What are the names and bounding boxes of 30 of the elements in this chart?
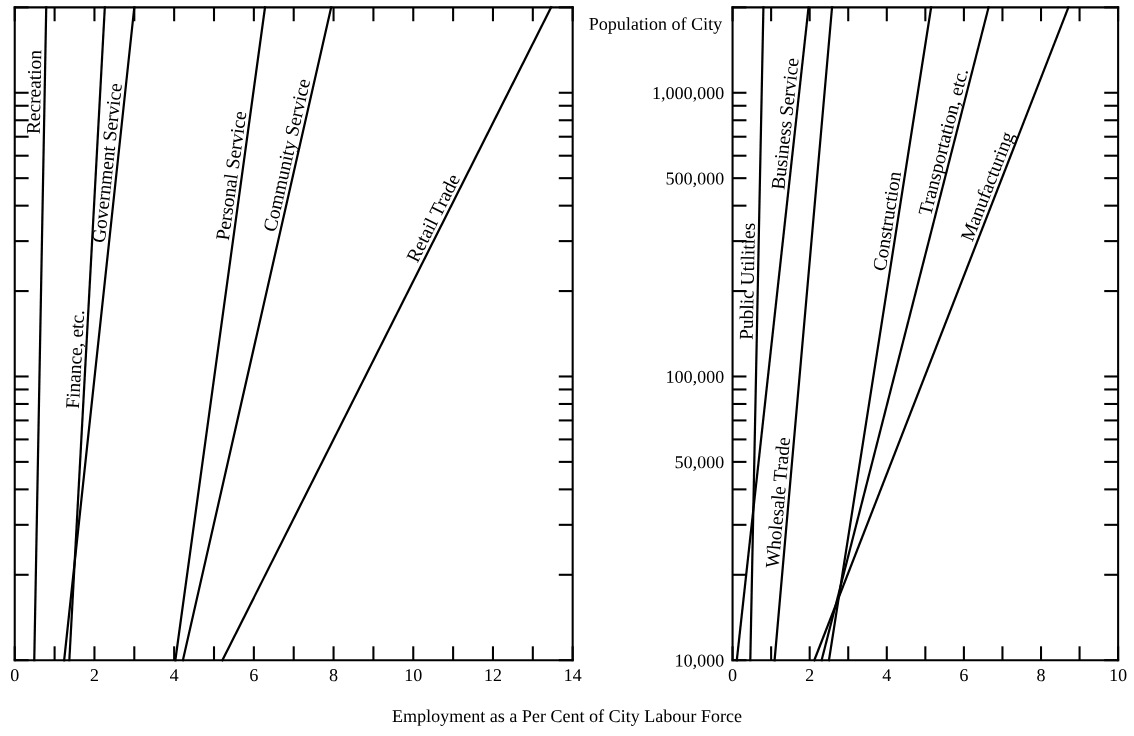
y-tick-label: 50,000 [675,456,724,471]
x-tick-label: 10 [1110,669,1127,682]
text: Construction [872,170,902,272]
x-tick-label: 6 [960,669,968,682]
y-tick-label: 500,000 [666,172,724,188]
x-axis-title: Employment as a Per Cent of City Labour Force [392,709,742,726]
y-axis-title: Population of City [589,17,723,34]
text: Business Service [771,57,799,190]
y-tick-label: 100,000 [667,370,724,386]
x-tick-label: 14 [565,669,582,682]
text: Public Utilities [739,223,756,340]
x-tick-label: 8 [1037,669,1045,682]
text: Retail Trade [405,172,461,264]
x-tick-label: 2 [805,669,814,682]
x-tick-label: 6 [250,669,258,682]
text: Government Service [92,83,123,243]
x-tick-label: 0 [10,669,19,682]
x-tick-label: 4 [169,669,179,682]
x-tick-label: 10 [405,669,422,682]
x-tick-label: 4 [882,669,892,682]
x-tick-label: 8 [329,669,338,682]
text: Finance, etc. [66,310,88,409]
text: Wholesale Trade [765,437,791,569]
text: Personal Service [215,110,247,241]
x-tick-label: 0 [728,669,737,682]
y-tick-label: 1,000,000 [653,87,724,102]
y-tick-label: 10,000 [676,654,724,670]
text: Recreation [26,50,42,134]
x-tick-label: 12 [485,669,501,682]
x-tick-label: 2 [90,669,98,682]
